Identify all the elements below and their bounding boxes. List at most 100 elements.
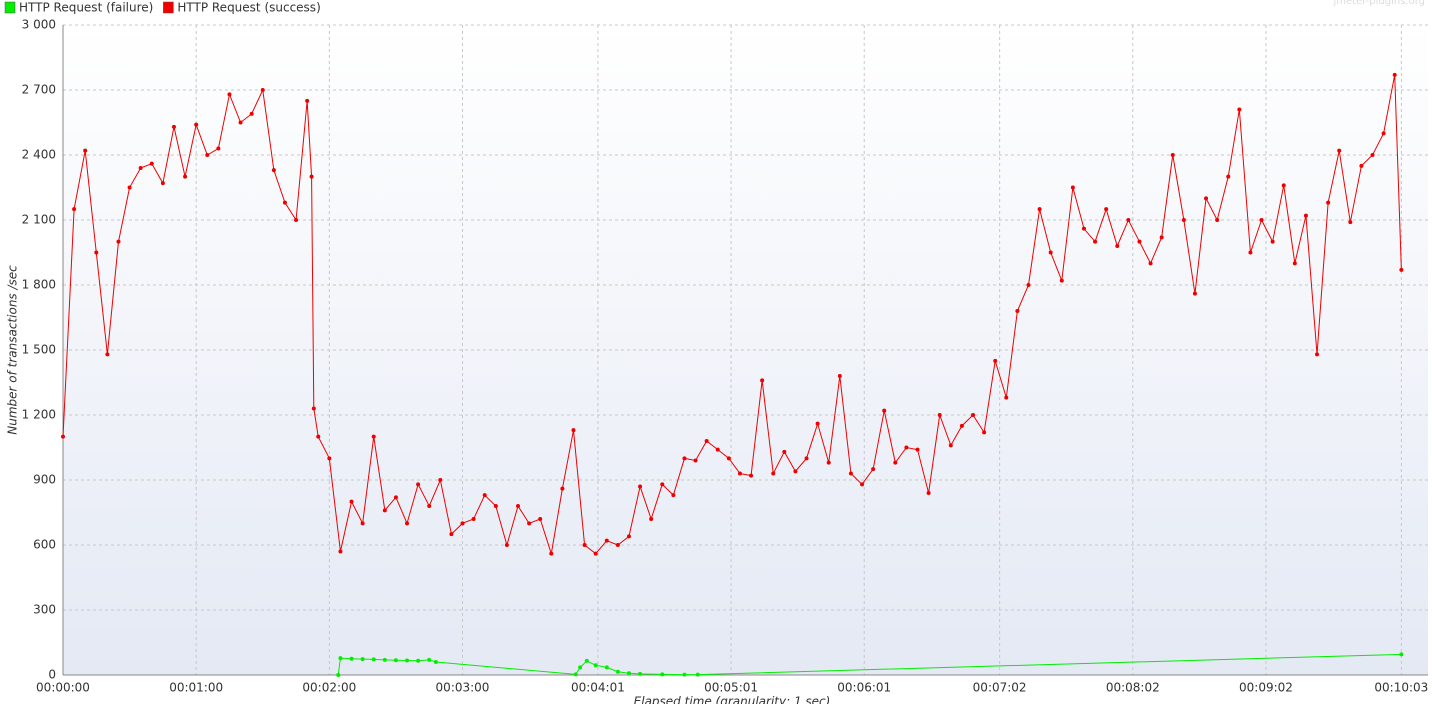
x-tick-label: 00:07:02 xyxy=(973,681,1027,695)
data-point xyxy=(516,504,520,508)
x-axis-title: Elapsed time (granularity: 1 sec) xyxy=(634,695,831,704)
x-tick-label: 00:00:00 xyxy=(36,681,90,695)
data-point xyxy=(848,471,853,476)
data-point xyxy=(604,538,609,543)
y-tick-label: 2 100 xyxy=(22,213,56,227)
y-tick-label: 0 xyxy=(48,668,56,682)
data-point xyxy=(1392,72,1397,77)
data-point xyxy=(1081,226,1086,231)
data-point xyxy=(493,504,498,508)
data-point xyxy=(593,663,598,668)
data-point xyxy=(573,672,578,677)
data-point xyxy=(871,467,876,472)
data-point xyxy=(915,447,920,452)
data-point xyxy=(638,484,643,489)
y-axis-title: Number of transactions /sec xyxy=(6,265,20,435)
data-point xyxy=(826,460,831,465)
data-point xyxy=(349,656,354,661)
data-point xyxy=(971,413,975,417)
data-point xyxy=(416,482,421,487)
data-point xyxy=(782,449,787,454)
y-tick-label: 3 000 xyxy=(22,18,56,32)
x-tick-label: 00:03:00 xyxy=(436,681,490,695)
data-point xyxy=(560,486,565,491)
data-point xyxy=(638,671,643,676)
data-point xyxy=(336,673,341,677)
data-point xyxy=(427,657,432,662)
data-point xyxy=(771,471,776,476)
data-point xyxy=(61,434,65,439)
data-point xyxy=(1037,207,1042,212)
data-point xyxy=(311,406,316,411)
data-point xyxy=(482,493,487,498)
data-point xyxy=(349,499,354,504)
data-point xyxy=(433,660,438,664)
data-point xyxy=(578,665,583,670)
data-point xyxy=(1215,218,1220,222)
data-point xyxy=(615,543,620,547)
data-point xyxy=(815,421,820,426)
data-point xyxy=(83,148,88,153)
data-point xyxy=(804,456,809,461)
data-point xyxy=(904,445,909,450)
data-point xyxy=(309,174,314,179)
data-point xyxy=(660,482,665,487)
data-point xyxy=(749,473,754,478)
data-point xyxy=(183,174,188,179)
data-point xyxy=(249,111,254,116)
data-point xyxy=(1292,261,1297,266)
data-point xyxy=(1015,309,1020,313)
legend-swatch xyxy=(163,1,174,14)
legend-label: HTTP Request (failure) xyxy=(19,1,153,15)
data-point xyxy=(682,672,687,677)
data-point xyxy=(1181,218,1186,222)
data-point xyxy=(1370,153,1375,157)
y-tick-label: 1 200 xyxy=(22,408,56,422)
data-point xyxy=(294,218,299,222)
x-tick-label: 00:06:01 xyxy=(837,681,891,695)
data-point xyxy=(205,153,210,157)
data-point xyxy=(1381,131,1386,136)
data-point xyxy=(571,428,576,433)
data-point xyxy=(449,532,454,537)
data-point xyxy=(1170,153,1175,157)
data-point xyxy=(360,521,365,526)
data-point xyxy=(360,657,365,662)
data-point xyxy=(1048,250,1053,255)
data-point xyxy=(760,378,765,383)
data-point xyxy=(582,543,587,547)
x-tick-label: 00:08:02 xyxy=(1106,681,1160,695)
data-point xyxy=(371,657,376,662)
y-tick-label: 900 xyxy=(33,473,56,487)
data-point xyxy=(837,374,842,378)
data-point xyxy=(1326,200,1331,205)
data-point xyxy=(1359,163,1364,168)
watermark: jmeter-plugins.org xyxy=(1332,0,1425,7)
data-point xyxy=(649,517,654,521)
data-point xyxy=(1070,185,1075,190)
data-point xyxy=(1104,207,1109,212)
data-point xyxy=(1093,239,1098,244)
data-point xyxy=(1315,352,1320,357)
data-point xyxy=(593,551,598,556)
data-point xyxy=(149,161,154,166)
x-tick-label: 00:10:03 xyxy=(1374,681,1428,695)
legend-swatch xyxy=(4,1,16,14)
data-point xyxy=(393,495,398,500)
data-point xyxy=(1192,291,1197,296)
data-point xyxy=(338,656,343,661)
data-point xyxy=(382,657,387,662)
data-point xyxy=(793,469,798,474)
data-point xyxy=(682,456,687,461)
x-tick-label: 00:02:00 xyxy=(302,681,356,695)
data-point xyxy=(438,478,443,482)
data-point xyxy=(504,543,509,547)
data-point xyxy=(338,549,343,554)
data-point xyxy=(227,92,232,97)
data-point xyxy=(327,456,332,461)
plot-area xyxy=(63,25,1428,675)
y-tick-label: 300 xyxy=(33,603,56,617)
y-tick-label: 1 500 xyxy=(22,343,56,357)
data-point xyxy=(860,482,865,487)
